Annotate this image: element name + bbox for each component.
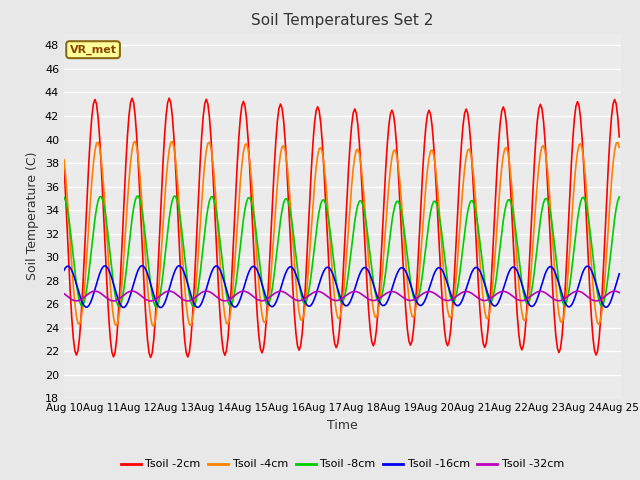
Y-axis label: Soil Temperature (C): Soil Temperature (C) xyxy=(26,152,39,280)
X-axis label: Time: Time xyxy=(327,419,358,432)
Title: Soil Temperatures Set 2: Soil Temperatures Set 2 xyxy=(252,13,433,28)
Text: VR_met: VR_met xyxy=(70,45,116,55)
Legend: Tsoil -2cm, Tsoil -4cm, Tsoil -8cm, Tsoil -16cm, Tsoil -32cm: Tsoil -2cm, Tsoil -4cm, Tsoil -8cm, Tsoi… xyxy=(116,455,568,474)
